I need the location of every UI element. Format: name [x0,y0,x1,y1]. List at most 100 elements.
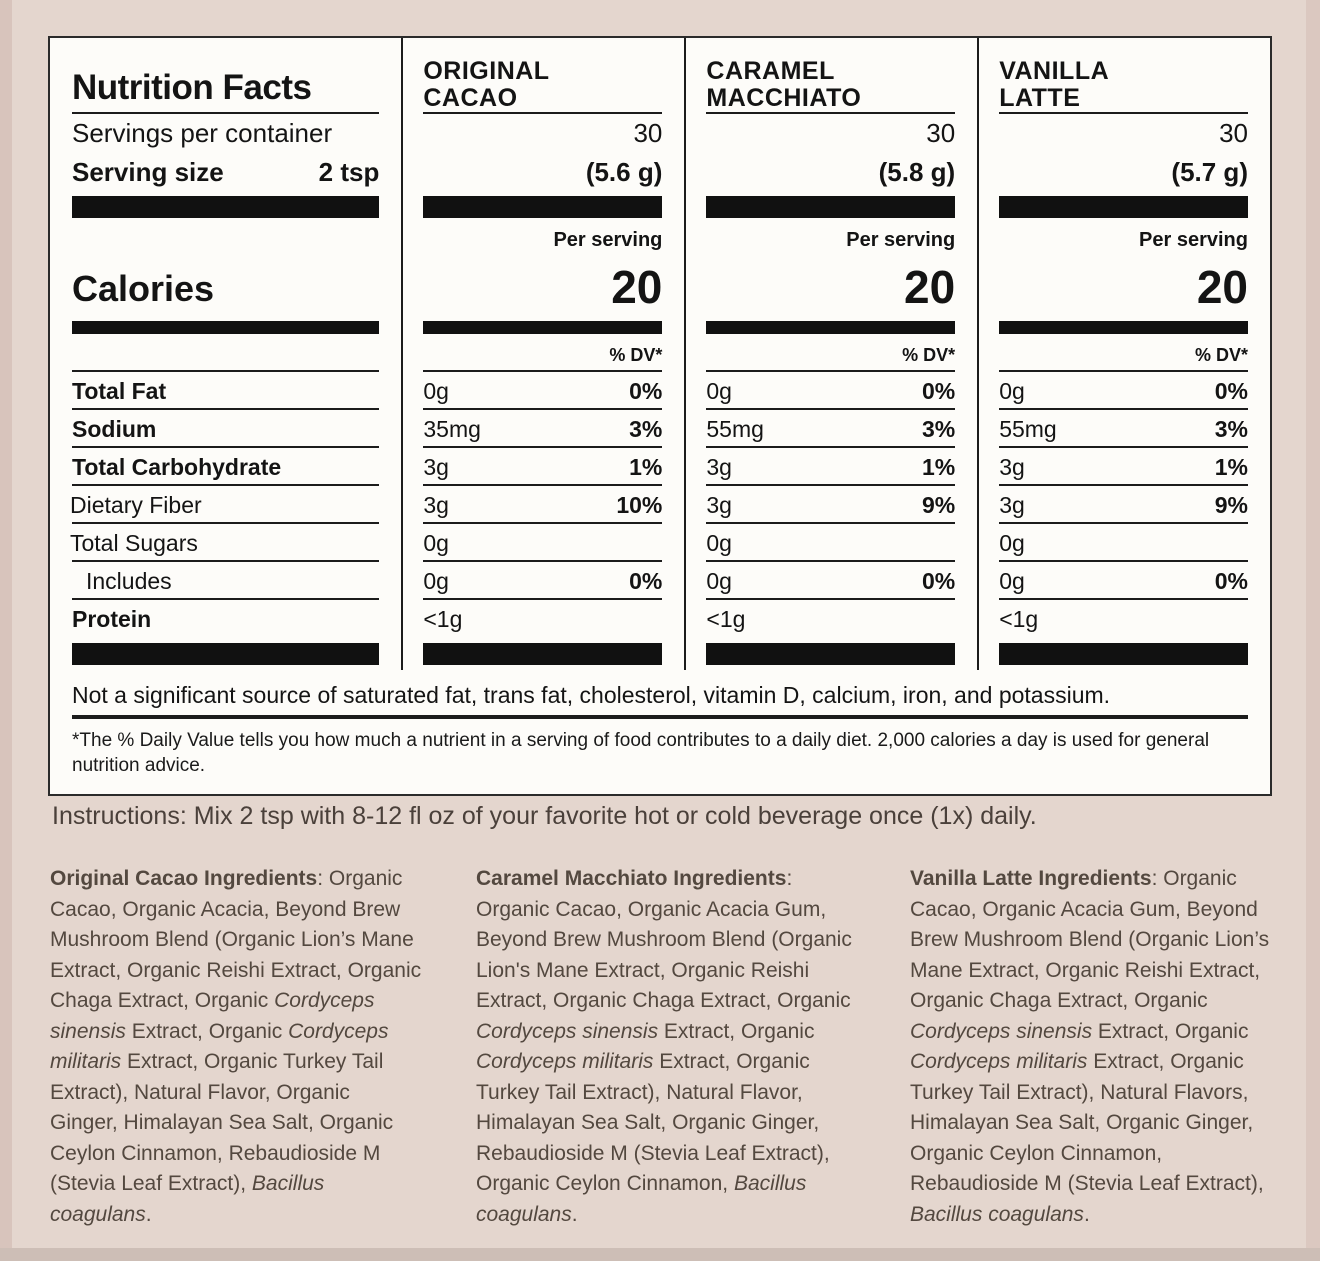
nutrient-value-cell: 0g 0% [401,372,685,410]
thin-divider-bar [706,320,956,334]
nutrient-label: Sodium [72,415,157,442]
nutrient-amount: 55mg [706,415,764,442]
divider-bar-cell [684,192,977,222]
nutrient-amount: 3g [999,453,1025,480]
nutrient-value-cell: 3g 1% [401,448,685,486]
nutrient-value-cell: 0g 0% [977,562,1270,600]
thick-divider-bar [999,643,1248,665]
ingredients-vanilla-latte: Vanilla Latte Ingredients: Organic Cacao… [910,867,1270,1226]
ingredients-title: Caramel Macchiato Ingredients [476,867,787,890]
nutrient-dv: 3% [629,415,663,442]
nutrient-dv: 1% [629,453,663,480]
nutrient-dv: 0% [921,567,956,594]
nutrient-amount: <1g [423,605,463,632]
nutrient-value-cell: 0g [401,524,685,562]
nutrient-label: Dietary Fiber [70,491,202,518]
nutrient-label-cell: Dietary Fiber [50,486,402,524]
nutrient-value-cell: 0g 0% [977,372,1270,410]
page-edge-left [0,0,12,1261]
serving-size-value: 2 tsp [318,156,380,187]
not-significant-text: Not a significant source of saturated fa… [72,682,1111,708]
nutrient-dv: 0% [629,567,663,594]
calories-value-cell: 20 [977,258,1270,316]
calories-label: Calories [72,268,215,309]
calories-value: 20 [611,261,663,314]
nutrient-dv: 9% [1214,491,1248,518]
calories-value-cell: 20 [401,258,684,316]
nutrient-amount: 3g [999,491,1025,518]
nutrient-dv: 10% [616,491,663,518]
column-name-line: VANILLA [999,57,1110,85]
divider-bar-cell [977,192,1270,222]
nutrient-value-cell: 3g 1% [977,448,1270,486]
empty-cell [50,338,402,372]
nutrient-dv: 1% [1214,453,1248,480]
servings-value-cell: 30 [684,114,977,152]
divider-bar-cell [684,638,977,670]
thick-divider-bar [706,643,956,665]
nutrient-amount: 0g [423,529,449,556]
nutrient-value-cell: 0g 0% [684,562,978,600]
ingredients-original-cacao: Original Cacao Ingredients: Organic Caca… [50,867,422,1226]
nutrient-label: Total Carbohydrate [72,453,282,480]
nutrition-facts-panel: Nutrition Facts ORIGINAL CACAO CARAMEL M… [48,36,1272,796]
ingredients-title: Original Cacao Ingredients [50,867,318,890]
nutrient-value-cell: <1g [401,600,684,638]
nutrient-value-cell: 0g 0% [684,372,978,410]
serving-size-label: Serving size [72,156,224,187]
nutrient-amount: 3g [706,453,732,480]
panel-title: Nutrition Facts [72,68,312,107]
column-name-line: LATTE [999,84,1081,112]
nutrient-label-cell: Sodium [50,410,402,448]
nutrient-value-cell: <1g [684,600,977,638]
divider-bar-cell [401,192,684,222]
divider-bar-cell [684,316,977,338]
thin-divider-bar [999,320,1248,334]
per-serving-label: Per serving [1139,228,1248,251]
thick-divider-bar [72,643,380,665]
calories-label-cell: Calories [50,258,401,316]
serving-weight: (5.7 g) [1171,156,1248,187]
nutrient-value-cell: 3g 9% [977,486,1270,524]
nutrient-amount: <1g [706,605,746,632]
dv-header: % DV* [1194,344,1248,365]
nutrient-dv: 9% [921,491,956,518]
column-header-caramel-macchiato: CARAMEL MACCHIATO [684,38,978,114]
divider-bar-cell [401,638,684,670]
column-divider [684,38,687,670]
per-serving-label: Per serving [846,228,956,251]
instructions-line: Instructions: Mix 2 tsp with 8-12 fl oz … [52,802,1037,831]
nutrient-label-cell: Total Sugars [50,524,402,562]
nutrient-label-cell: Total Carbohydrate [50,448,402,486]
nutrient-label: Protein [72,605,152,632]
nutrient-dv: 3% [921,415,956,442]
ingredients-section: Original Cacao Ingredients: Organic Caca… [50,864,1292,1230]
servings-value: 30 [1219,117,1248,148]
calories-value-cell: 20 [684,258,977,316]
thin-divider-bar [423,320,663,334]
nutrient-amount: 0g [999,567,1025,594]
nutrient-amount: 3g [423,491,449,518]
column-header-original-cacao: ORIGINAL CACAO [401,38,685,114]
nutrient-value-cell: 0g [684,524,978,562]
column-name-line: CACAO [423,84,518,112]
divider-bar-cell [50,638,401,670]
nutrient-dv: 0% [629,377,663,404]
calories-value: 20 [904,261,956,314]
column-header-vanilla-latte: VANILLA LATTE [977,38,1270,114]
instructions-text: Instructions: Mix 2 tsp with 8-12 fl oz … [52,802,1037,830]
dv-header-cell: % DV* [401,338,685,372]
nutrient-value-cell: 3g 10% [401,486,685,524]
divider-bar-cell [50,316,401,338]
footnote-text: *The % Daily Value tells you how much a … [72,730,1210,776]
servings-value-cell: 30 [977,114,1270,152]
servings-value: 30 [633,117,663,148]
nutrient-dv: 0% [1214,567,1248,594]
empty-cell [50,222,401,258]
page-edge-bottom [0,1248,1320,1261]
column-name-line: MACCHIATO [706,84,862,112]
per-serving-cell: Per serving [401,222,684,258]
not-significant-note: Not a significant source of saturated fa… [50,670,1270,719]
page-edge-right [1306,0,1320,1261]
